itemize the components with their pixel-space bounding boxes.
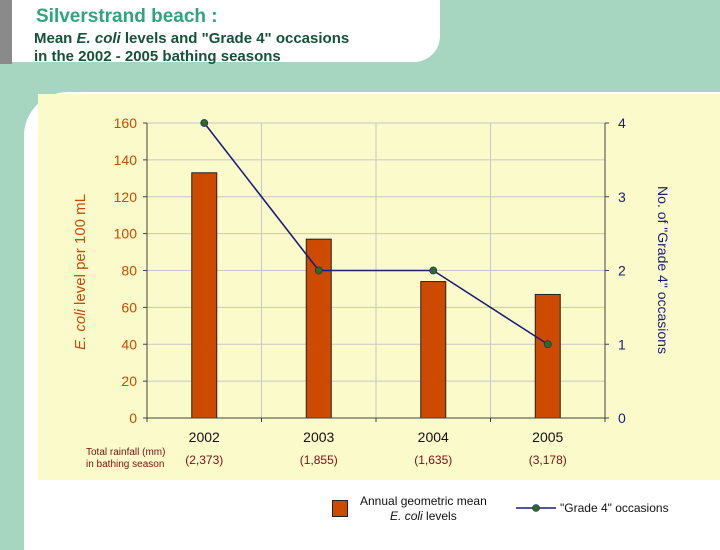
axes bbox=[143, 122, 609, 422]
plot-background bbox=[38, 94, 720, 480]
y-tick-label-right: 2 bbox=[618, 263, 626, 279]
y-axis-label-suffix: level per 100 mL bbox=[72, 194, 89, 309]
y-axis-label-left: E. coli level per 100 mL bbox=[72, 194, 89, 350]
grade4-point bbox=[314, 266, 323, 275]
y-tick-label-left: 80 bbox=[121, 263, 137, 279]
y-tick-label-left: 140 bbox=[114, 152, 138, 168]
y-tick-label-left: 40 bbox=[121, 336, 137, 352]
rainfall-value: (1,855) bbox=[300, 453, 338, 467]
legend-line-swatch bbox=[516, 504, 556, 512]
grade4-point bbox=[543, 340, 552, 349]
subtitle-suffix: levels and "Grade 4" occasions bbox=[120, 30, 350, 47]
y-tick-label-right: 4 bbox=[618, 115, 626, 131]
legend-bar-line1: Annual geometric mean bbox=[360, 494, 487, 508]
bar bbox=[534, 293, 561, 419]
tick-labels: 0 20 40 60 80 100 120 140 160 0 1 2 3 4 2002 2003 2004 20… bbox=[114, 115, 626, 467]
legend-bar-label: Annual geometric mean E. coli levels bbox=[360, 494, 487, 524]
legend-bar-italic: E. coli bbox=[390, 509, 423, 523]
chart-title: Silverstrand beach : bbox=[36, 6, 218, 27]
rainfall-value: (1,635) bbox=[414, 453, 452, 467]
legend-line-label: "Grade 4" occasions bbox=[560, 501, 669, 515]
y-axis-label-italic: E. coli bbox=[72, 308, 89, 350]
y-tick-label-left: 60 bbox=[121, 299, 137, 315]
x-tick-label: 2005 bbox=[532, 429, 563, 445]
grade4-line bbox=[203, 122, 549, 345]
line-series bbox=[200, 119, 552, 349]
y-tick-label-left: 120 bbox=[114, 189, 138, 205]
subtitle-prefix: Mean bbox=[34, 30, 77, 47]
title-panel: Silverstrand beach : Mean E. coli levels… bbox=[12, 0, 440, 65]
y-tick-label-left: 100 bbox=[114, 226, 138, 242]
x-tick-label: 2003 bbox=[303, 429, 334, 445]
chart-subtitle: Mean E. coli levels and "Grade 4" occasi… bbox=[34, 30, 349, 66]
y-tick-label-left: 20 bbox=[121, 373, 137, 389]
rainfall-value: (3,178) bbox=[529, 453, 567, 467]
rainfall-label-line1: Total rainfall (mm) bbox=[86, 447, 166, 458]
x-tick-label: 2002 bbox=[189, 429, 220, 445]
rainfall-label-line2: in bathing season bbox=[86, 459, 165, 470]
y-tick-label-right: 1 bbox=[618, 336, 626, 352]
x-tick-label: 2004 bbox=[418, 429, 449, 445]
subtitle-italic: E. coli bbox=[76, 30, 121, 47]
rainfall-value: (2,373) bbox=[185, 453, 223, 467]
y-tick-label-right: 0 bbox=[618, 410, 626, 426]
y-tick-label-right: 3 bbox=[618, 189, 626, 205]
bar bbox=[420, 281, 447, 419]
grade4-point bbox=[200, 119, 209, 127]
bar bbox=[305, 238, 332, 419]
legend-bar-swatch bbox=[332, 500, 348, 517]
bar bbox=[191, 172, 218, 419]
y-axis-label-right: No. of "Grade 4" occasions bbox=[655, 186, 671, 354]
bar-series bbox=[191, 172, 561, 419]
title-accent-strip bbox=[0, 0, 12, 64]
y-tick-label-left: 0 bbox=[129, 410, 137, 426]
rainfall-label: Total rainfall (mm) in bathing season bbox=[86, 447, 165, 471]
subtitle-line2: in the 2002 - 2005 bathing seasons bbox=[34, 48, 281, 65]
y-tick-label-left: 160 bbox=[114, 115, 138, 131]
legend-bar-suffix: levels bbox=[422, 509, 457, 523]
grade4-point bbox=[429, 266, 438, 275]
